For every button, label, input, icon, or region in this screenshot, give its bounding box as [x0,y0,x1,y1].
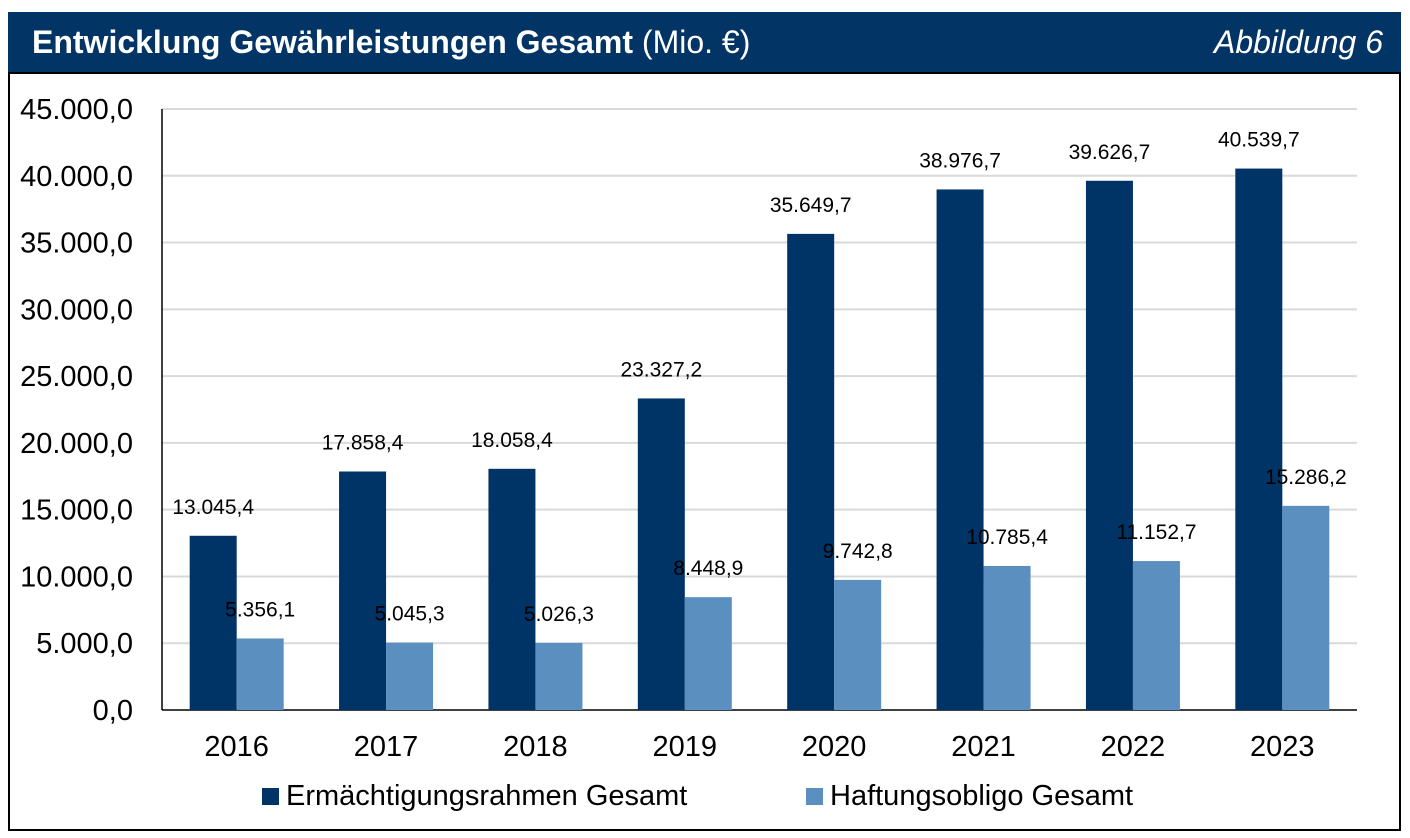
data-label: 15.286,2 [1265,466,1347,489]
bar-ermaechtigungsrahmen [1235,168,1283,711]
data-label: 35.649,7 [770,194,852,217]
bar-haftungsobligo [684,597,732,710]
chart-title: Entwicklung Gewährleistungen Gesamt (Mio… [32,24,750,61]
y-tick-label: 10.000,0 [20,561,133,593]
legend-item-haftungsobligo: Haftungsobligo Gesamt [830,780,1133,812]
x-tick-label: 2020 [802,731,867,763]
legend-swatch [262,788,279,805]
x-tick-label: 2018 [503,731,568,763]
bar-haftungsobligo [983,565,1031,710]
figure-label: Abbildung 6 [1213,24,1383,60]
bar-ermaechtigungsrahmen [189,535,237,710]
x-tick-label: 2016 [204,731,269,763]
data-label: 5.045,3 [375,603,445,626]
data-label: 18.058,4 [471,429,553,452]
bar-ermaechtigungsrahmen [637,398,685,710]
y-tick-label: 5.000,0 [36,628,133,660]
data-label: 39.626,7 [1069,141,1151,164]
bar-haftungsobligo [535,642,583,710]
y-tick-label: 35.000,0 [20,228,133,260]
bar-haftungsobligo [386,642,434,710]
chart-title-main: Entwicklung Gewährleistungen Gesamt [32,24,634,60]
bar-haftungsobligo [236,638,284,710]
data-label: 9.742,8 [823,540,893,563]
x-tick-label: 2017 [354,731,419,763]
bar-ermaechtigungsrahmen [488,468,536,710]
y-tick-label: 0,0 [93,695,133,727]
bar-haftungsobligo [834,579,882,710]
bar-ermaechtigungsrahmen [339,471,387,710]
figure-header: Entwicklung Gewährleistungen Gesamt (Mio… [8,12,1401,72]
data-label: 10.785,4 [966,526,1048,549]
data-label: 38.976,7 [919,149,1001,172]
legend-swatch [806,788,823,805]
x-tick-label: 2022 [1101,731,1166,763]
data-label: 40.539,7 [1218,129,1300,152]
bar-ermaechtigungsrahmen [936,189,984,710]
data-label: 23.327,2 [620,358,702,381]
y-tick-label: 25.000,0 [20,361,133,393]
data-label: 5.356,1 [225,598,295,621]
bar-haftungsobligo [1282,505,1330,710]
chart-title-unit: (Mio. €) [633,24,751,60]
data-label: 5.026,3 [524,603,594,626]
bar-ermaechtigungsrahmen [1085,180,1133,710]
x-tick-label: 2023 [1250,731,1315,763]
y-tick-label: 45.000,0 [20,94,133,126]
y-tick-label: 20.000,0 [20,428,133,460]
data-label: 8.448,9 [673,557,743,580]
legend-item-ermaechtigungsrahmen: Ermächtigungsrahmen Gesamt [286,780,687,812]
data-label: 13.045,4 [172,496,254,519]
y-tick-label: 40.000,0 [20,161,133,193]
x-tick-label: 2021 [951,731,1016,763]
data-label: 17.858,4 [322,431,404,454]
data-label: 11.152,7 [1116,521,1196,544]
x-tick-label: 2019 [653,731,718,763]
bar-haftungsobligo [1132,561,1180,710]
y-tick-label: 15.000,0 [20,495,133,527]
y-tick-label: 30.000,0 [20,294,133,326]
bar-ermaechtigungsrahmen [787,233,835,710]
